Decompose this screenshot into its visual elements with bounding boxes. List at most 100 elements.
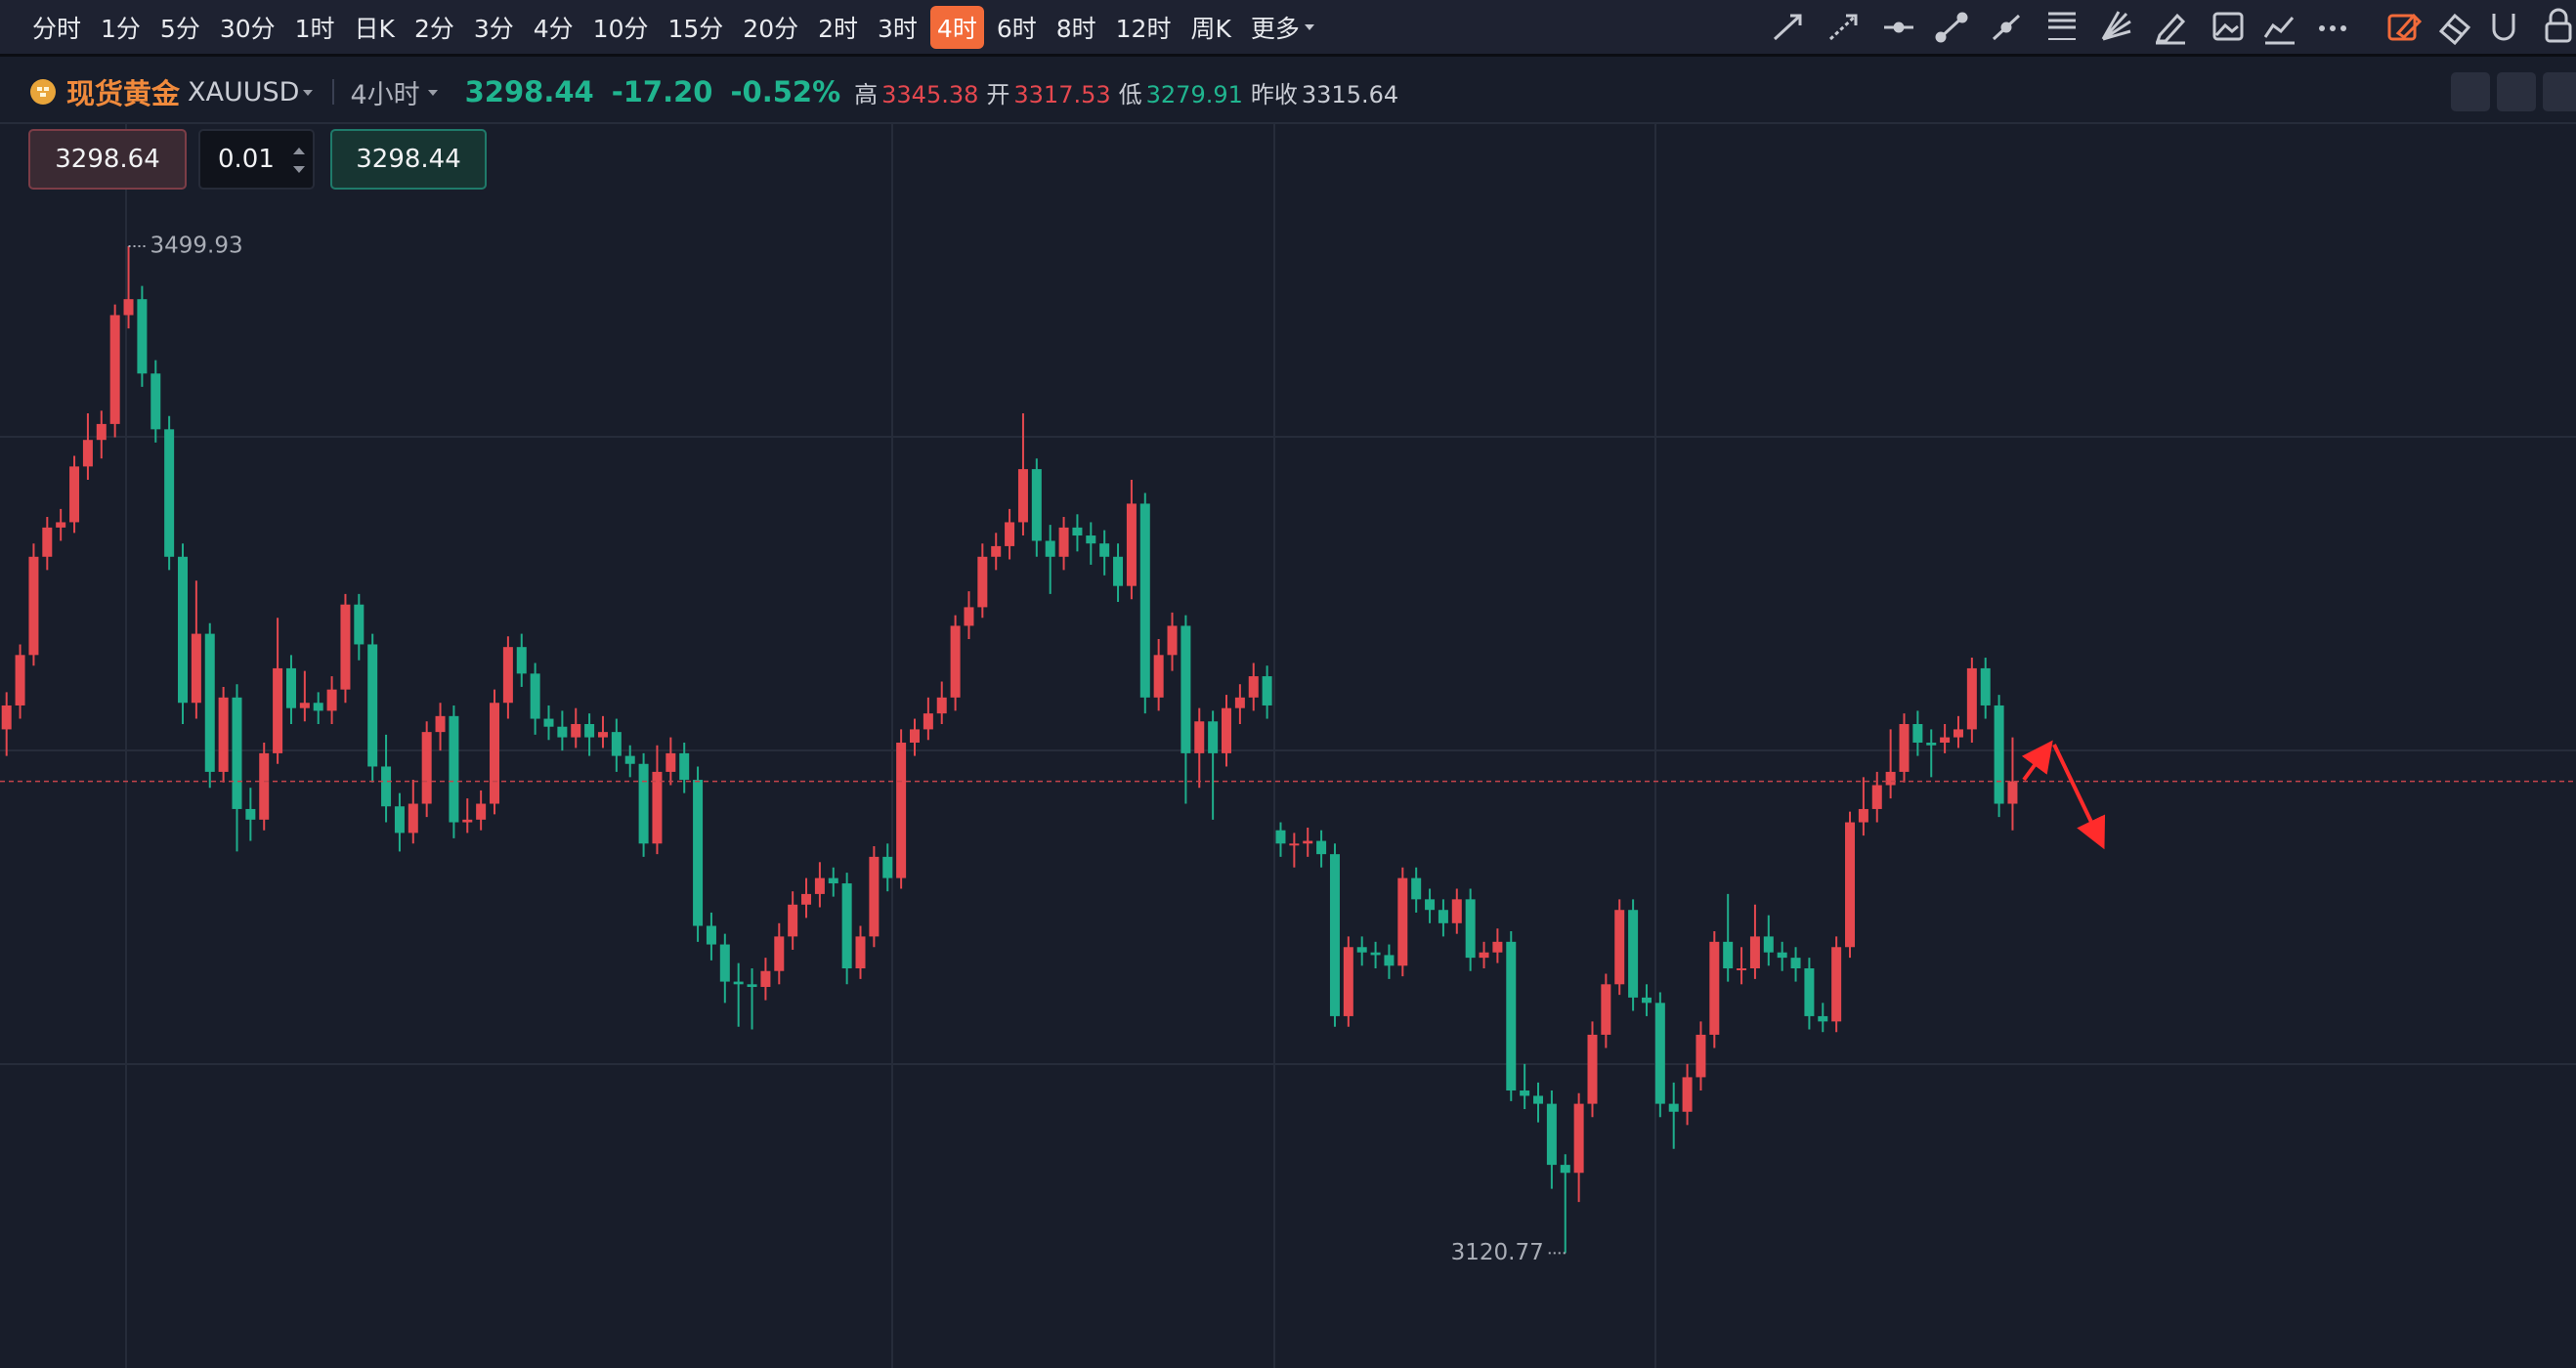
candle-body [760, 970, 771, 988]
draw-button[interactable] [2497, 72, 2536, 111]
tool-eraser[interactable] [2438, 13, 2471, 46]
candle-body [367, 644, 378, 767]
chart-buttons [2451, 72, 2576, 111]
period-button[interactable]: 10分 [592, 15, 649, 43]
quote-label: 低 [1118, 80, 1142, 108]
tool-trend[interactable] [1992, 14, 2021, 41]
period-button[interactable]: 日K [354, 15, 395, 43]
tool-edit[interactable] [2387, 13, 2423, 41]
candle-body [530, 673, 540, 719]
candle-body [1926, 743, 1937, 746]
tool-horizontal[interactable] [1884, 21, 1913, 33]
candle-body [597, 732, 608, 738]
sell-button[interactable]: 3298.64 [28, 129, 187, 190]
tool-magnet[interactable] [2492, 14, 2515, 41]
period-button[interactable]: 分时 [32, 15, 82, 43]
symbol-code[interactable]: XAUUSD [188, 76, 300, 107]
candle-body [1546, 1103, 1557, 1166]
spinner[interactable] [289, 141, 309, 180]
settings-button[interactable] [2543, 72, 2576, 111]
candle-body [1641, 997, 1652, 1004]
buy-button[interactable]: 3298.44 [330, 129, 487, 190]
candle-body [1573, 1103, 1584, 1174]
candle-body [137, 299, 148, 374]
separator [332, 79, 335, 105]
candle-body [109, 315, 120, 424]
more-button[interactable]: 更多 [1244, 6, 1323, 49]
candle-body [706, 925, 716, 945]
candle-body [1790, 958, 1801, 969]
tool-image[interactable] [2212, 12, 2244, 41]
period-button[interactable]: 30分 [219, 15, 276, 43]
candle-body [69, 466, 80, 523]
candle-body [204, 633, 215, 772]
candle-body [788, 904, 798, 937]
candle-body [1980, 667, 1991, 705]
tool-lock[interactable] [2545, 8, 2572, 43]
arrow-up [2021, 740, 2053, 782]
period-button[interactable]: 4时 [929, 6, 984, 49]
period-button[interactable]: 12时 [1115, 15, 1172, 43]
quote-value: 3315.64 [1301, 80, 1399, 108]
period-button[interactable]: 4分 [533, 15, 574, 43]
candle-body [1451, 899, 1462, 923]
symbol-icon [30, 79, 56, 105]
candle-body [964, 607, 974, 626]
candle-body [1181, 625, 1191, 753]
candle-body [1208, 721, 1219, 753]
lot-size: 0.01 [218, 145, 275, 174]
candle-body [28, 556, 39, 656]
candle-body [1153, 655, 1164, 698]
tool-segment[interactable] [1935, 12, 1968, 43]
candle-body [164, 429, 175, 557]
period-button[interactable]: 15分 [667, 15, 724, 43]
candle-body [502, 647, 513, 704]
candle-body [1465, 899, 1476, 959]
candle-body [490, 703, 500, 804]
symbol-name[interactable]: 现货黄金 [66, 77, 181, 110]
candle-body [259, 752, 270, 820]
candle-body [1506, 941, 1517, 1091]
dropdown-caret[interactable] [299, 83, 317, 101]
period-button[interactable]: 8时 [1055, 15, 1096, 43]
period-button[interactable]: 3时 [878, 15, 918, 43]
lot-input[interactable]: 0.01 [198, 129, 315, 190]
tool-ray[interactable] [1773, 14, 1802, 41]
period-button[interactable]: 6时 [996, 15, 1037, 43]
candle-body [178, 556, 189, 704]
candle-body [747, 984, 757, 988]
candle-body [1072, 527, 1083, 536]
dropdown-caret [1304, 24, 1314, 30]
indicator-button[interactable] [2451, 72, 2490, 111]
period-button[interactable]: 2时 [818, 15, 859, 43]
tool-fibonacci[interactable] [2048, 12, 2076, 40]
candle-body [82, 440, 93, 467]
dropdown-caret[interactable] [420, 83, 444, 101]
candle-body [1601, 984, 1611, 1035]
low-label: 3120.77 [1451, 1240, 1544, 1265]
tool-brush[interactable] [2155, 13, 2186, 45]
tool-fan[interactable] [2101, 11, 2131, 41]
candle-body [1479, 952, 1489, 959]
tool-pattern[interactable] [2263, 17, 2295, 45]
period-button[interactable]: 5分 [159, 15, 200, 43]
plot: 3499.93 3120.77 [0, 234, 2576, 1265]
candle-body [245, 808, 256, 820]
interval[interactable]: 4小时 [350, 79, 420, 110]
candle-body [2007, 781, 2018, 804]
candle-body [354, 604, 365, 645]
tool-more[interactable] [2319, 25, 2346, 31]
period-button[interactable]: 3分 [473, 15, 514, 43]
quote-item: 低 3279.91 [1119, 75, 1243, 109]
candle-body [869, 856, 880, 937]
tool-dash-ray[interactable] [1828, 14, 1858, 41]
candle-body [733, 981, 744, 985]
period-button[interactable]: 周K [1190, 15, 1231, 43]
period-button[interactable]: 1时 [294, 15, 335, 43]
candle-body [218, 697, 229, 772]
period-button[interactable]: 2分 [413, 15, 454, 43]
period-button[interactable]: 1分 [101, 15, 141, 43]
candle-body [191, 633, 201, 704]
period-button[interactable]: 20分 [743, 15, 799, 43]
